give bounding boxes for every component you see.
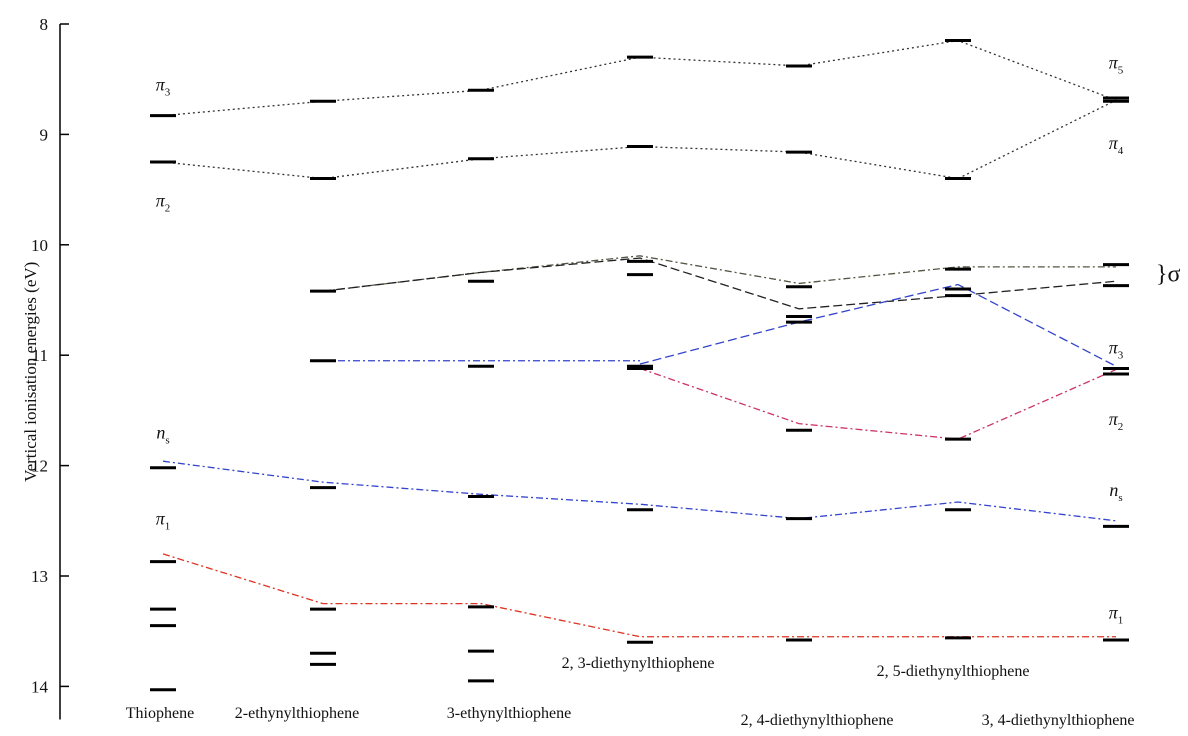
y-tick-label: 14 xyxy=(31,677,49,696)
orbital-label: ns xyxy=(156,422,169,446)
y-axis: 8 9 10 11 12 13 14 xyxy=(31,15,69,720)
y-tick-label: 10 xyxy=(31,236,48,255)
molecule-label: 2, 5-diethynylthiophene xyxy=(877,663,1030,680)
correlation-line-dashdot xyxy=(639,367,1117,440)
molecule-label: 3, 4-diethynylthiophene xyxy=(982,712,1135,729)
correlation-line-dashdot xyxy=(162,460,1117,522)
correlation-line-dotted xyxy=(162,99,1117,180)
molecule-label: 2, 3-diethynylthiophene xyxy=(562,655,715,672)
orbital-label: π2 xyxy=(156,191,171,215)
y-tick-label: 11 xyxy=(32,346,48,365)
orbital-subscript: 5 xyxy=(1118,65,1124,77)
orbital-subscript: 3 xyxy=(1118,349,1124,361)
molecule-label: 2, 4-diethynylthiophene xyxy=(741,712,894,729)
orbital-label: π4 xyxy=(1109,133,1124,157)
sigma-label: }σ xyxy=(1156,262,1181,288)
correlation-line-dashdot xyxy=(322,255,1116,292)
orbital-subscript: 1 xyxy=(165,521,171,533)
correlation-line-dashdot xyxy=(162,553,1116,638)
orbital-label: π1 xyxy=(156,509,171,533)
orbital-subscript: 2 xyxy=(1118,421,1124,433)
orbital-subscript: s xyxy=(1118,492,1122,504)
correlation-line-dashed xyxy=(322,257,1117,310)
orbital-label: π5 xyxy=(1109,53,1124,77)
orbital-label: ns xyxy=(1109,480,1122,504)
orbital-label: π3 xyxy=(156,75,171,99)
y-axis-label: Vertical ionisation energies (eV) xyxy=(21,262,40,482)
molecule-label: 2-ethynylthiophene xyxy=(235,705,359,722)
energy-levels xyxy=(150,39,1129,692)
orbital-subscript: 3 xyxy=(165,87,171,99)
y-tick-label: 8 xyxy=(40,15,49,34)
y-tick-label: 12 xyxy=(31,457,48,476)
y-tick-label: 9 xyxy=(40,125,49,144)
molecule-label: Thiophene xyxy=(126,705,194,722)
molecule-label: 3-ethynylthiophene xyxy=(447,705,571,722)
orbital-subscript: s xyxy=(165,434,169,446)
y-tick-label: 13 xyxy=(31,567,48,586)
orbital-subscript: 1 xyxy=(1118,614,1124,626)
orbital-label: π3 xyxy=(1109,337,1124,361)
orbital-label: π2 xyxy=(1109,409,1124,433)
molecule-labels: Thiophene 2-ethynylthiophene 3-ethynylthio… xyxy=(126,655,1135,729)
orbital-subscript: 4 xyxy=(1118,145,1124,157)
correlation-line-dotted xyxy=(162,39,1117,117)
correlation-line-dashed xyxy=(639,283,1117,367)
orbital-annotations: π3 π2 ns π1 π5 π4 π3 π2 ns π1 }σ xyxy=(156,53,1181,627)
correlation-lines xyxy=(162,39,1117,638)
orbital-subscript: 2 xyxy=(165,203,171,215)
orbital-label: π1 xyxy=(1109,602,1124,626)
